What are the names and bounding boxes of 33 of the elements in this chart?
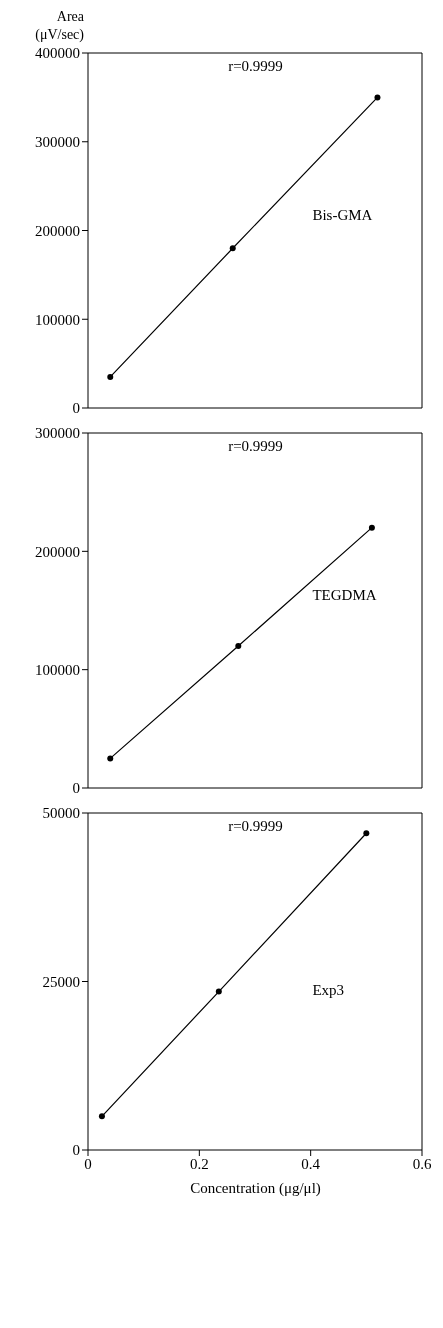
- y-tick-label: 0: [72, 400, 80, 417]
- y-tick-label: 50000: [42, 805, 80, 822]
- x-tick-label: 0.6: [412, 1155, 432, 1172]
- y-tick-label: 300000: [35, 134, 80, 151]
- point: [229, 245, 236, 252]
- y-tick-label: 100000: [35, 311, 80, 328]
- text: Exp3: [312, 982, 345, 999]
- y-tick-label: 100000: [35, 661, 80, 678]
- y-tick-label: 0: [72, 780, 80, 797]
- point: [107, 373, 114, 380]
- annotation: r=0.9999: [227, 58, 284, 75]
- x-tick-label: 0.2: [189, 1155, 209, 1172]
- x-tick-label: 0: [84, 1155, 92, 1172]
- y-tick-label: 400000: [35, 45, 80, 62]
- y-tick-label: 200000: [35, 543, 80, 560]
- point: [374, 94, 381, 101]
- y-tick-label: 0: [72, 1142, 80, 1159]
- point: [363, 830, 370, 837]
- point: [98, 1113, 105, 1120]
- y-tick-label: 300000: [35, 425, 80, 442]
- y-axis-title: Area (μV/sec): [34, 8, 84, 44]
- y-tick-label: 25000: [42, 973, 80, 990]
- series-label: Bis-GMA: [312, 207, 373, 224]
- x-tick-label: 0.4: [301, 1155, 321, 1172]
- annotation: r=0.9999: [227, 818, 284, 835]
- y-tick-label: 200000: [35, 222, 80, 239]
- point: [215, 988, 222, 995]
- point: [107, 755, 114, 762]
- point: [368, 524, 375, 531]
- series-label: TEGDMA: [312, 587, 377, 604]
- annotation: r=0.9999: [227, 438, 284, 455]
- point: [235, 643, 242, 649]
- x-axis-title: Concentration (μg/μl): [189, 1180, 322, 1197]
